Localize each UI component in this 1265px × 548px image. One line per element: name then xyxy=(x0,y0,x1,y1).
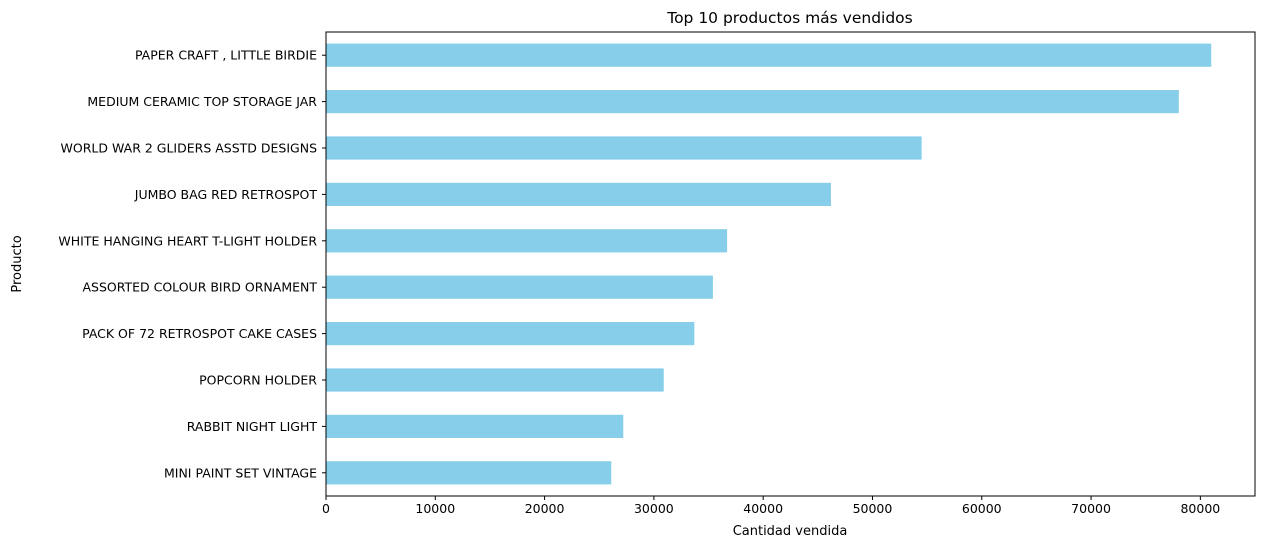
bar-8 xyxy=(326,414,624,438)
bar-7 xyxy=(326,368,664,392)
bar-6 xyxy=(326,322,695,346)
y-category-label: RABBIT NIGHT LIGHT xyxy=(187,419,318,434)
x-tick-labels: 0 10000 20000 30000 40000 50000 60000 70000 8000… xyxy=(322,496,1220,516)
y-category-label: POPCORN HOLDER xyxy=(199,373,317,388)
x-tick-label: 20000 xyxy=(525,501,565,516)
plot-frame xyxy=(325,31,1256,497)
y-category-label: MINI PAINT SET VINTAGE xyxy=(164,465,317,480)
x-tick-label: 10000 xyxy=(415,501,455,516)
x-tick-label: 80000 xyxy=(1180,501,1220,516)
y-category-label: MEDIUM CERAMIC TOP STORAGE JAR xyxy=(87,94,317,109)
bar-2 xyxy=(326,136,922,160)
x-tick-label: 40000 xyxy=(743,501,783,516)
x-axis-label: Cantidad vendida xyxy=(733,524,848,539)
x-tick-label: 70000 xyxy=(1071,501,1111,516)
bar-5 xyxy=(326,275,713,299)
x-tick-label: 0 xyxy=(322,501,330,516)
y-category-label: PAPER CRAFT , LITTLE BIRDIE xyxy=(135,48,317,63)
bar-9 xyxy=(326,461,612,485)
y-category-labels: PAPER CRAFT , LITTLE BIRDIE MEDIUM CERAMI… xyxy=(58,48,326,480)
bar-4 xyxy=(326,229,728,253)
x-tick-label: 30000 xyxy=(634,501,674,516)
y-category-label: ASSORTED COLOUR BIRD ORNAMENT xyxy=(82,280,317,295)
y-category-label: PACK OF 72 RETROSPOT CAKE CASES xyxy=(82,326,317,341)
x-tick-label: 60000 xyxy=(962,501,1002,516)
bars-group xyxy=(326,43,1212,485)
y-category-label: WHITE HANGING HEART T-LIGHT HOLDER xyxy=(58,233,317,248)
bar-0 xyxy=(326,43,1212,67)
y-axis-label: Producto xyxy=(10,235,25,292)
chart-title: Top 10 productos más vendidos xyxy=(666,9,913,27)
x-tick-label: 50000 xyxy=(853,501,893,516)
y-category-label: JUMBO BAG RED RETROSPOT xyxy=(134,187,318,202)
y-category-label: WORLD WAR 2 GLIDERS ASSTD DESIGNS xyxy=(61,141,318,156)
bar-3 xyxy=(326,182,831,206)
bar-1 xyxy=(326,90,1179,114)
